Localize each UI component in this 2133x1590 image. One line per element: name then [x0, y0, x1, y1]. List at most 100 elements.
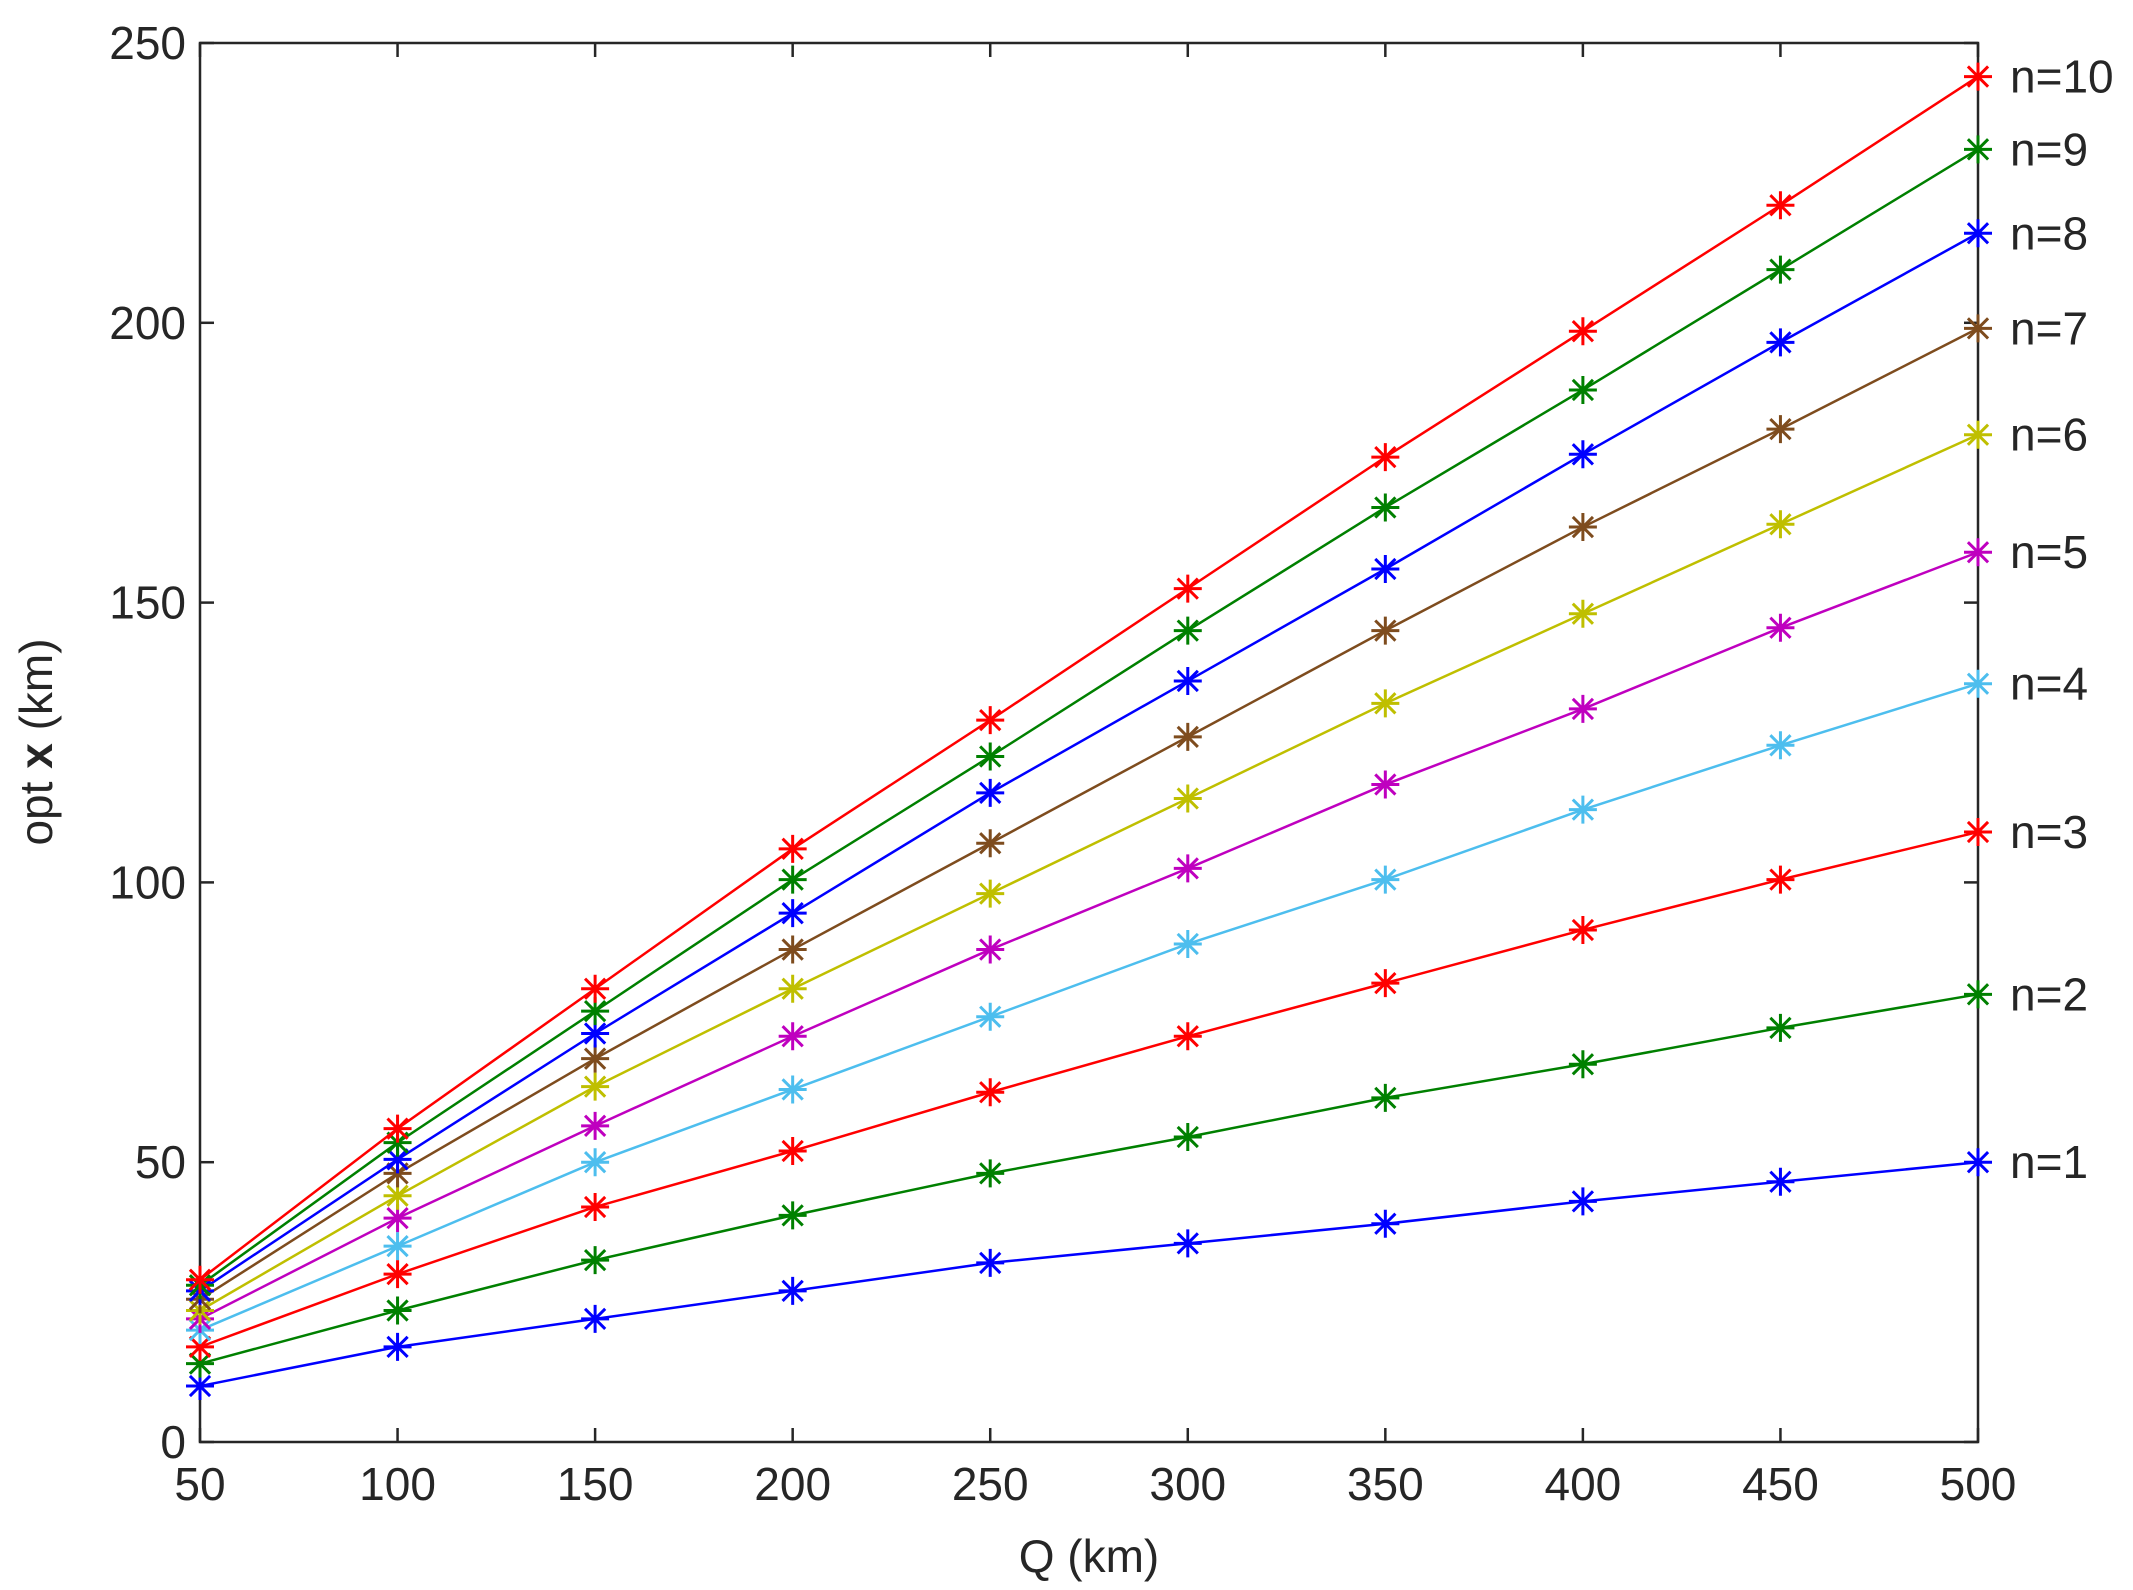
data-point — [1568, 915, 1597, 944]
data-point — [1173, 784, 1202, 813]
data-point — [1568, 1187, 1597, 1216]
data-point — [383, 1260, 412, 1289]
data-point — [1371, 493, 1400, 522]
series-line — [199, 232, 1979, 1292]
data-point — [1766, 191, 1795, 220]
y-tick-label: 50 — [135, 1136, 186, 1188]
x-tick-labels: 50 100 150 200 250 300 350 400 450 500 — [174, 1458, 2016, 1510]
data-point — [778, 834, 807, 863]
data-point — [778, 899, 807, 928]
y-tick-label: 250 — [109, 17, 186, 69]
plot-area — [198, 41, 1980, 1444]
data-point — [1568, 694, 1597, 723]
series-line — [199, 433, 1979, 1312]
data-point — [1766, 865, 1795, 894]
x-tick-label: 250 — [952, 1458, 1029, 1510]
data-point — [383, 1181, 412, 1210]
data-point — [581, 1192, 610, 1221]
data-point — [1173, 1022, 1202, 1051]
data-point — [581, 974, 610, 1003]
data-point — [976, 1248, 1005, 1277]
data-point — [1568, 440, 1597, 469]
series-line — [199, 993, 1979, 1365]
data-point — [976, 1159, 1005, 1188]
data-point — [581, 1304, 610, 1333]
data-point — [1371, 969, 1400, 998]
data-point — [581, 997, 610, 1026]
data-point — [1766, 415, 1795, 444]
data-point — [976, 879, 1005, 908]
data-point — [1964, 1148, 1992, 1177]
series-n=3 — [186, 818, 1992, 1361]
data-point — [1371, 1083, 1400, 1112]
series-label: n=5 — [2010, 526, 2088, 578]
x-tick-label: 500 — [1940, 1458, 2017, 1510]
data-point — [186, 1372, 214, 1401]
y-axis-title: opt x (km) — [10, 638, 62, 845]
data-point — [1371, 616, 1400, 645]
series-label: n=7 — [2010, 302, 2088, 354]
series-n=8 — [186, 219, 1992, 1305]
data-point — [976, 1078, 1005, 1107]
data-point — [1568, 1050, 1597, 1079]
series-label: n=1 — [2010, 1136, 2088, 1188]
data-point — [1173, 854, 1202, 883]
series-label: n=3 — [2010, 806, 2088, 858]
data-point — [976, 778, 1005, 807]
data-point — [1173, 722, 1202, 751]
x-tick-label: 200 — [754, 1458, 831, 1510]
x-tick-label: 300 — [1149, 1458, 1226, 1510]
data-point — [1568, 513, 1597, 542]
x-tick-label: 150 — [557, 1458, 634, 1510]
data-point — [581, 1044, 610, 1073]
data-point — [383, 1204, 412, 1233]
series-label: n=6 — [2010, 409, 2088, 461]
series-n=5 — [186, 538, 1992, 1333]
y-axis-title-variable: x — [10, 743, 62, 769]
data-point — [383, 1232, 412, 1261]
x-tick-label: 400 — [1545, 1458, 1622, 1510]
series-line — [199, 327, 1979, 1301]
data-point — [1964, 219, 1992, 248]
data-point — [186, 1332, 214, 1361]
data-point — [1173, 666, 1202, 695]
series-labels: n=1 n=2 n=3 n=4 n=5 n=6 n=7 n=8 n=9 n=10 — [2010, 51, 2114, 1189]
series-line — [199, 148, 1979, 1287]
x-tick-label: 450 — [1742, 1458, 1819, 1510]
data-point — [976, 829, 1005, 858]
series-line — [199, 682, 1979, 1332]
x-tick-label: 350 — [1347, 1458, 1424, 1510]
data-point — [1964, 314, 1992, 343]
series-label: n=9 — [2010, 123, 2088, 175]
y-tick-label: 150 — [109, 577, 186, 629]
data-point — [383, 1145, 412, 1174]
series-n=4 — [186, 669, 1992, 1345]
y-tick-labels: 0 50 100 150 200 250 — [109, 17, 186, 1468]
x-tick-label: 100 — [359, 1458, 436, 1510]
data-point — [186, 1265, 214, 1294]
series-label: n=2 — [2010, 968, 2088, 1020]
y-axis-title-unit: (km) — [10, 638, 62, 743]
data-point — [383, 1296, 412, 1325]
data-point — [1766, 613, 1795, 642]
data-point — [1173, 616, 1202, 645]
data-point — [1568, 599, 1597, 628]
data-point — [186, 1349, 214, 1378]
data-point — [778, 974, 807, 1003]
series-group — [186, 62, 1992, 1401]
data-point — [1371, 443, 1400, 472]
axis-ticks — [198, 41, 1980, 1444]
series-n=10 — [186, 62, 1992, 1294]
data-point — [1173, 1123, 1202, 1152]
data-point — [1766, 731, 1795, 760]
data-point — [1766, 255, 1795, 284]
series-line — [199, 551, 1979, 1321]
y-tick-label: 200 — [109, 297, 186, 349]
data-point — [383, 1332, 412, 1361]
series-n=1 — [186, 1148, 1992, 1401]
data-point — [976, 706, 1005, 735]
data-point — [778, 1022, 807, 1051]
data-point — [1964, 669, 1992, 698]
data-point — [1964, 135, 1992, 164]
data-point — [581, 1148, 610, 1177]
